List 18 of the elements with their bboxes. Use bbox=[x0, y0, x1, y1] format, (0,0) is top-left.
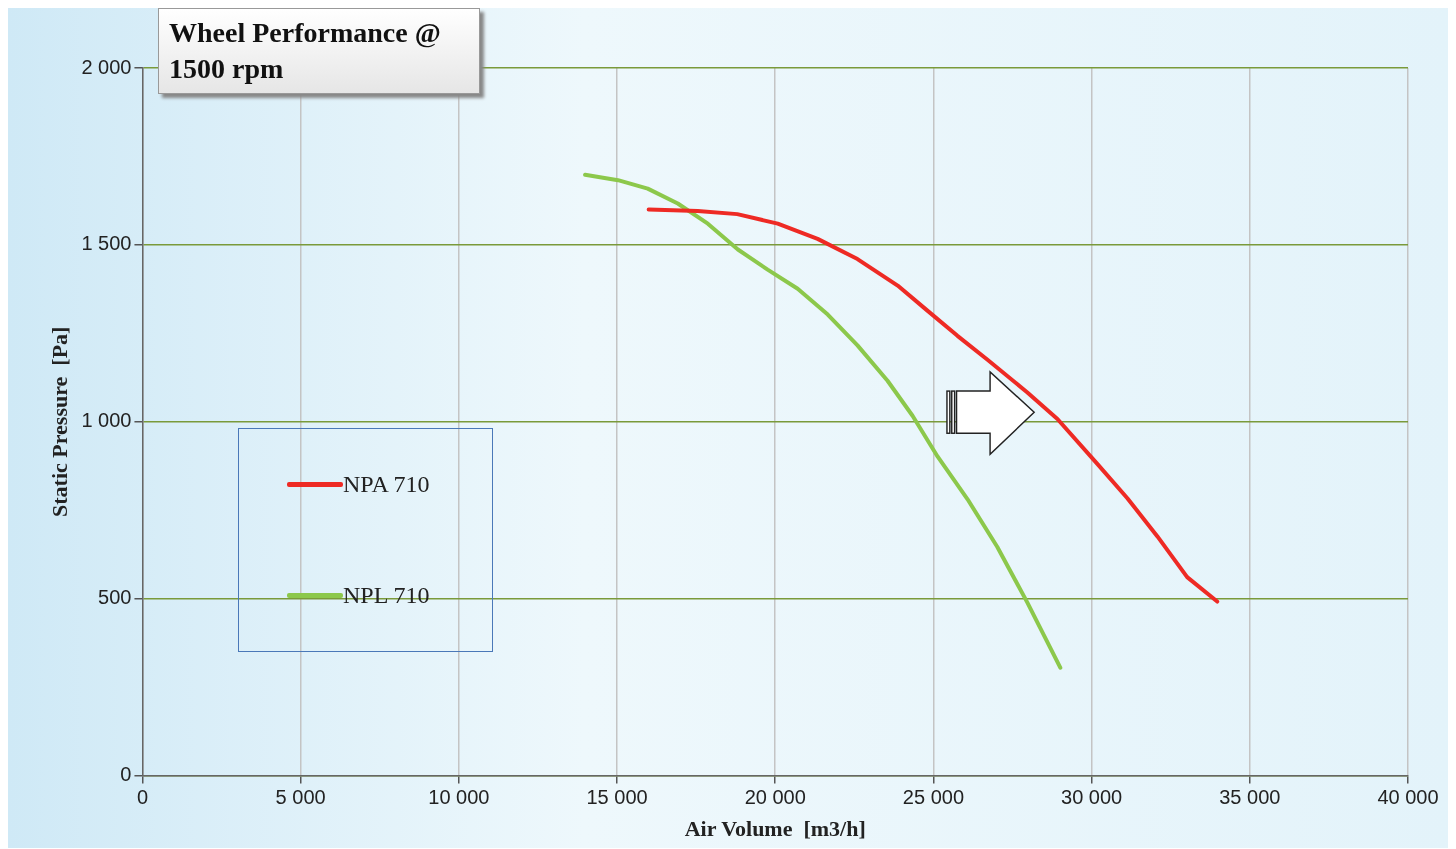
x-tick-label: 30 000 bbox=[1061, 786, 1123, 809]
chart-title: Wheel Performance @ 1500 rpm bbox=[158, 8, 480, 94]
x-tick-label: 25 000 bbox=[902, 786, 964, 809]
y-tick-label: 1 000 bbox=[81, 409, 132, 432]
x-tick-label: 20 000 bbox=[744, 786, 806, 809]
y-tick-label: 0 bbox=[120, 763, 132, 786]
x-tick-label: 15 000 bbox=[586, 786, 648, 809]
x-axis-title: Air Volume [m3/h] bbox=[684, 816, 866, 842]
x-tick-label: 0 bbox=[136, 786, 149, 809]
legend-label: NPA 710 bbox=[343, 471, 430, 498]
x-tick-label: 40 000 bbox=[1377, 786, 1439, 809]
x-tick-label: 35 000 bbox=[1219, 786, 1281, 809]
y-tick-label: 2 000 bbox=[81, 55, 132, 78]
x-tick-label: 10 000 bbox=[428, 786, 490, 809]
x-tick-label: 5 000 bbox=[275, 786, 326, 809]
y-axis-title: Static Pressure [Pa] bbox=[46, 326, 72, 518]
y-tick-label: 1 500 bbox=[81, 232, 132, 255]
y-tick-label: 500 bbox=[98, 586, 132, 609]
